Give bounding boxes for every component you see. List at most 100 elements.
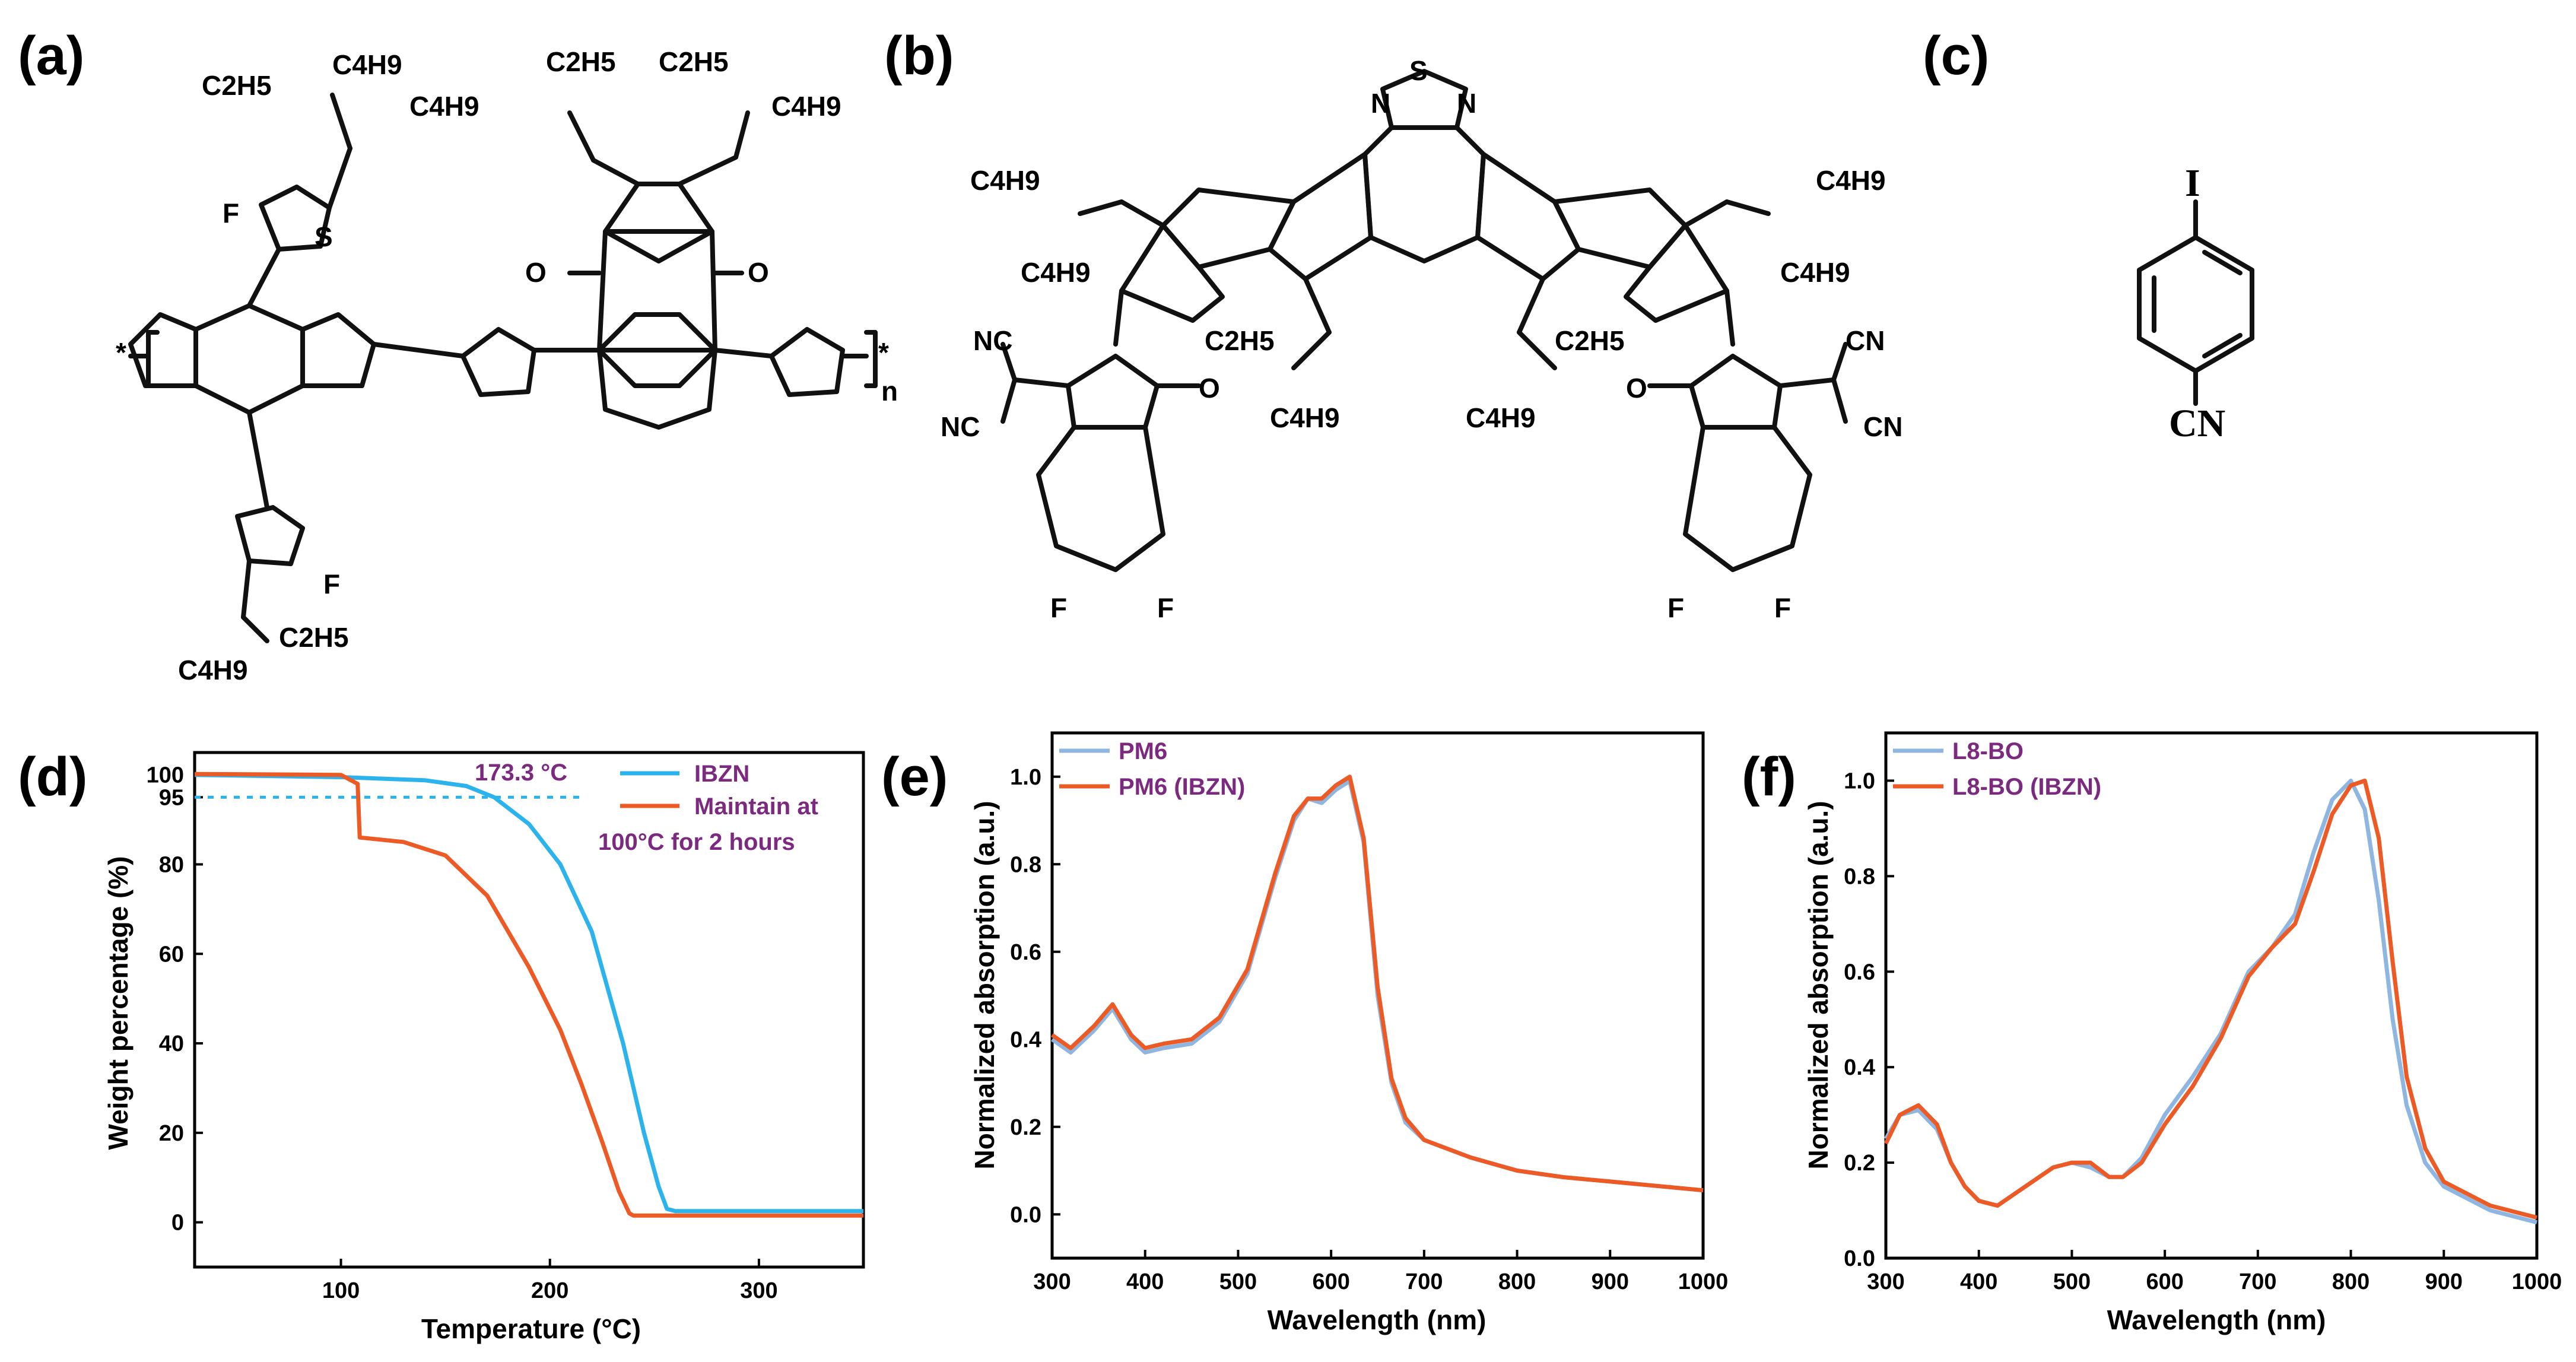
legend-maintain-line1: Maintain at — [694, 793, 818, 820]
legend-ibzn-label: IBZN — [694, 761, 749, 787]
label-fluorine-bottom: F — [323, 569, 340, 599]
panel-e-label: (e) — [881, 747, 948, 807]
y-tick-label: 0.2 — [1844, 1151, 1875, 1176]
y-tick-label: 0.8 — [1844, 864, 1875, 889]
x-tick-label: 300 — [1033, 1269, 1071, 1294]
x-tick-label: 800 — [2332, 1269, 2369, 1294]
x-tick-label: 1000 — [2512, 1269, 2562, 1294]
label-c2h5-bottom: C2H5 — [279, 622, 349, 653]
right-inner-thiophene — [1552, 188, 1688, 269]
label-iodine: I — [2185, 161, 2200, 205]
x-tick-label: 300 — [1867, 1269, 1904, 1294]
panel-f: (f) 300 400 500 600 700 800 900 1000 0.0 0.2 0.4 0.… — [1742, 731, 2562, 1335]
plot-frame — [1050, 731, 1705, 1260]
panel-a-label: (a) — [18, 26, 84, 86]
ibzn-structure: I CN — [2137, 161, 2254, 445]
x-tick-label: 900 — [1592, 1269, 1629, 1294]
panel-e: (e) 300 400 500 600 700 800 900 1000 0.0 0.2 0.4 0.… — [881, 731, 1729, 1335]
series-line-1 — [1883, 779, 2537, 1220]
label-c4h9: C4H9 — [332, 49, 402, 80]
pm6-ylabel: Normalized absorption (a.u.) — [969, 801, 1000, 1169]
l8bo-xlabel: Wavelength (nm) — [2107, 1304, 2326, 1335]
x-tick-label: 900 — [2425, 1269, 2463, 1294]
y-tick-label: 0.4 — [1010, 1027, 1041, 1052]
tga-ylabel: Weight percentage (%) — [103, 856, 134, 1150]
label-o-right: O — [1626, 373, 1647, 404]
left-indanone-benzene — [1036, 425, 1165, 572]
series-line-1 — [1050, 774, 1704, 1193]
x-tick-label: 1000 — [1678, 1269, 1729, 1294]
bdd-lower-thiophene — [597, 348, 717, 430]
tga-xlabel: Temperature (°C) — [421, 1313, 641, 1344]
x-tick-label: 600 — [1312, 1269, 1349, 1294]
l8bo-absorption-chart: 300 400 500 600 700 800 900 1000 0.0 0.2 0.4 0.6 0.8… — [1844, 731, 2562, 1294]
y-tick-label: 40 — [159, 1031, 184, 1056]
label-f-left-2: F — [1157, 592, 1174, 623]
label-s-thiadiazole: S — [1409, 55, 1428, 86]
x-tick-label: 700 — [1405, 1269, 1443, 1294]
panel-b: (b) — [884, 26, 1902, 623]
label-f-right-2: F — [1774, 592, 1791, 623]
y-tick-label: 80 — [159, 852, 184, 877]
x-tick-label: 600 — [2146, 1269, 2183, 1294]
tga-onset-annotation: 173.3 °C — [475, 760, 567, 786]
legend-pm6-label: PM6 — [1119, 738, 1167, 764]
label-oxygen-left: O — [525, 257, 547, 288]
series-line-0 — [1883, 779, 2537, 1225]
label-c4h9-bdd: C4H9 — [409, 91, 479, 122]
label-c2h5-bdd-right: C2H5 — [659, 46, 729, 77]
x-tick-label: 500 — [1219, 1269, 1257, 1294]
y-tick-label: 0.8 — [1010, 852, 1041, 877]
pm6-xlabel: Wavelength (nm) — [1268, 1304, 1486, 1335]
label-fluorine: F — [223, 198, 239, 228]
right-indanone-benzene — [1683, 425, 1812, 572]
right-outer-thiophene — [1624, 223, 1729, 323]
label-o-left: O — [1199, 373, 1220, 404]
right-indanone-five — [1689, 354, 1783, 430]
label-n-right: N — [1457, 88, 1476, 119]
y-tick-label: 0 — [171, 1211, 184, 1236]
label-c4h9-bdd-right: C4H9 — [771, 91, 841, 122]
x-tick-label: 800 — [1498, 1269, 1536, 1294]
panel-f-label: (f) — [1742, 747, 1796, 807]
label-nc-top: NC — [973, 325, 1012, 356]
label-cyano: CN — [2169, 402, 2225, 445]
label-sulfur: S — [315, 221, 333, 252]
legend-pm6-ibzn-label: PM6 (IBZN) — [1119, 774, 1245, 800]
y-tick-label: 60 — [159, 942, 184, 967]
plot-frame — [193, 751, 865, 1269]
l8bo-ylabel: Normalized absorption (a.u.) — [1803, 801, 1834, 1169]
top-fluorothiophene — [259, 185, 332, 252]
bdt-benzene-ring — [193, 303, 305, 415]
panel-b-label: (b) — [884, 26, 954, 86]
panel-a: (a) — [18, 26, 898, 685]
central-benzene — [1362, 125, 1486, 263]
label-f-left-1: F — [1050, 592, 1067, 623]
left-indanone-five — [1066, 354, 1160, 430]
l8bo-structure: N S N C4H9 C4H9 C4H9 C4H9 C2H5 C2H5 C4H9… — [941, 55, 1902, 623]
label-nc-bottom: NC — [941, 411, 980, 442]
legend-maintain-label: Maintain at 100°C for 2 hours — [598, 793, 825, 855]
label-cn-bottom: CN — [1863, 411, 1902, 442]
label-c4h9-left-mid: C4H9 — [1021, 257, 1091, 288]
label-c4h9-left-bottom: C4H9 — [1270, 402, 1340, 433]
label-oxygen-right: O — [748, 257, 769, 288]
y-tick-label: 0.0 — [1844, 1246, 1875, 1271]
label-c4h9-left-top: C4H9 — [970, 165, 1040, 196]
label-c4h9-bottom: C4H9 — [178, 655, 248, 685]
y-tick-label: 1.0 — [1010, 765, 1041, 790]
pm6-structure: C2H5 C4H9 F S O O * * n C4H9 C2H5 C2H5 C… — [116, 46, 898, 685]
label-c2h5-left: C2H5 — [1205, 325, 1275, 356]
label-repeat-n: n — [881, 376, 898, 407]
linker-thiophene-1 — [460, 327, 536, 397]
x-tick-label: 100 — [322, 1278, 360, 1303]
y-tick-label: 100 — [147, 763, 184, 788]
label-cn-top: CN — [1846, 325, 1885, 356]
x-tick-label: 500 — [2053, 1269, 2091, 1294]
y-tick-label: 0.6 — [1010, 940, 1041, 965]
x-tick-label: 200 — [531, 1278, 568, 1303]
label-c2h5: C2H5 — [202, 70, 272, 101]
